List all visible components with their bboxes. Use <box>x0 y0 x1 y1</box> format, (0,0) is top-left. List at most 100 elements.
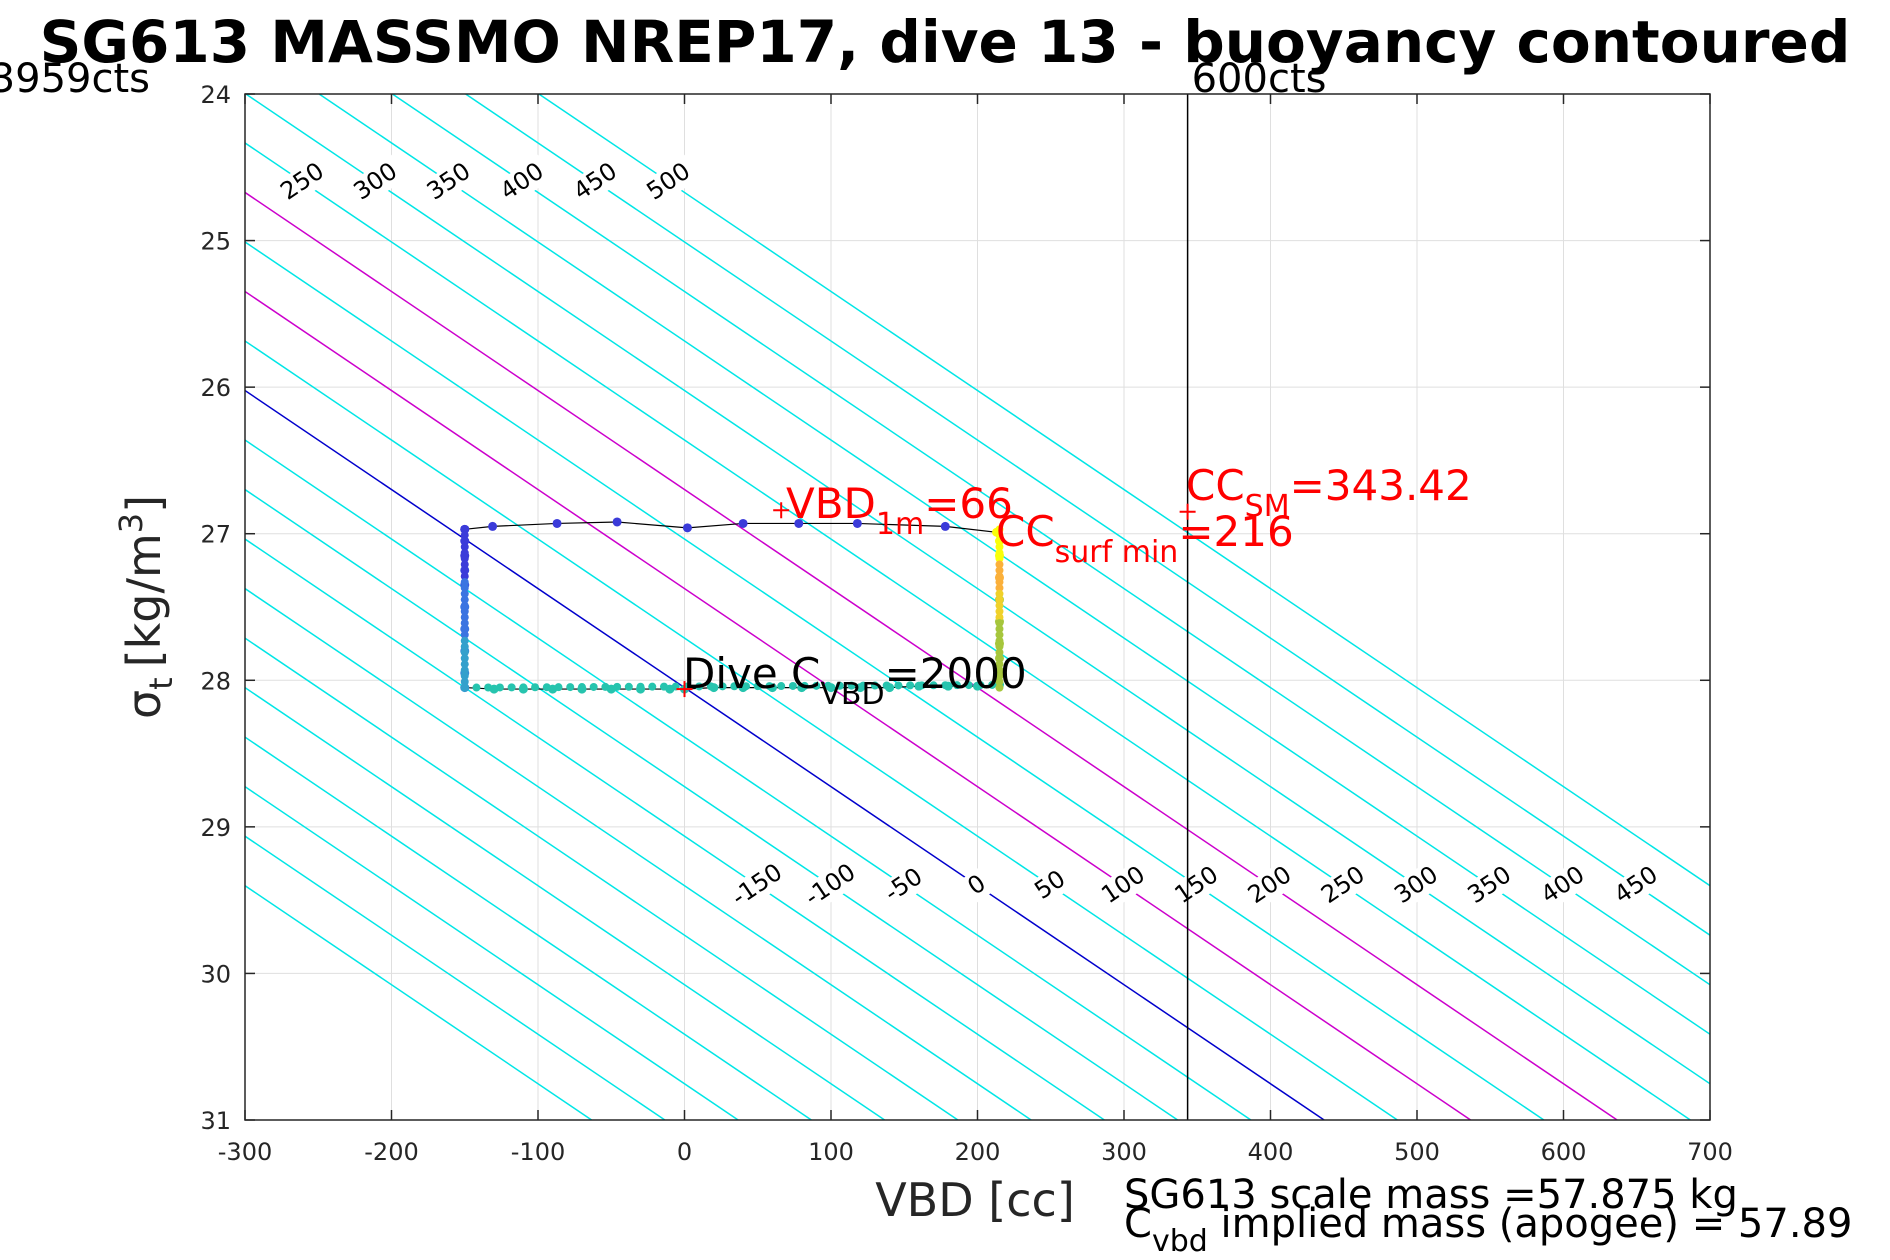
trajectory-point <box>995 619 1004 628</box>
buoyancy-contours <box>245 94 1710 1120</box>
y-label-subscript: t <box>142 677 180 690</box>
contour-line <box>245 736 812 1120</box>
trajectory-point <box>995 671 1004 680</box>
trajectory-point <box>460 560 469 569</box>
y-tick-label: 31 <box>200 1107 231 1135</box>
x-tick-label: 0 <box>677 1138 692 1166</box>
trajectory-point <box>636 682 645 691</box>
trajectory-point <box>906 681 915 690</box>
x-tick-label: 400 <box>1248 1138 1294 1166</box>
contour-label: -150 <box>726 858 787 912</box>
trajectory-point <box>940 521 950 531</box>
y-tick-label: 27 <box>200 521 231 549</box>
trajectory-point <box>648 682 657 691</box>
contour-line <box>245 785 739 1120</box>
contour-label-bg <box>271 154 334 210</box>
trajectory-point <box>765 682 774 691</box>
trajectory-point <box>730 682 739 691</box>
trajectory-point <box>460 683 469 692</box>
contour-line <box>245 884 593 1120</box>
contour-label-bg <box>637 154 701 210</box>
x-tick-label: 100 <box>808 1138 854 1166</box>
y-axis-label: σt [kg/m3] <box>112 495 180 719</box>
contour-line <box>245 241 1545 1120</box>
trajectory-point <box>542 683 551 692</box>
axes <box>244 93 1711 1121</box>
contour-line <box>465 94 1710 937</box>
y-label-unit: [kg/m <box>117 533 171 667</box>
trajectory-point <box>738 518 748 528</box>
trajectory-point <box>624 682 633 691</box>
trajectory-point <box>995 589 1004 598</box>
trajectory-point <box>460 660 469 669</box>
y-tick-labels: 24 25 26 27 28 29 30 31 <box>200 81 231 1135</box>
trajectory-point <box>995 595 1004 604</box>
trajectory-point <box>552 518 562 528</box>
contour-label-bg <box>946 858 1009 913</box>
x-tick-label: 300 <box>1101 1138 1147 1166</box>
trajectory-point <box>995 666 1004 675</box>
trajectory-point <box>929 681 938 690</box>
trajectory-point <box>460 677 469 686</box>
trajectory-point <box>995 624 1004 633</box>
x-axis-label: VBD [cc] <box>875 1173 1075 1227</box>
annotation-vbd-1m: VBD1m=66 <box>786 479 1013 542</box>
contour-line <box>538 94 1710 887</box>
x-tick-label: 200 <box>955 1138 1001 1166</box>
x-tick-label: 500 <box>1394 1138 1440 1166</box>
y-tick-label: 29 <box>200 814 231 842</box>
footer-scale-mass: SG613 scale mass =57.875 kg <box>1124 1172 1738 1218</box>
trajectory-point <box>531 683 540 692</box>
y-tick-label: 25 <box>200 228 231 256</box>
trajectory-point <box>460 671 469 680</box>
contour-label-bg <box>1239 858 1302 913</box>
trajectory-point <box>847 681 856 690</box>
contour-label-bg <box>1385 858 1448 913</box>
trajectory-point <box>995 566 1004 575</box>
trajectory-point <box>870 681 879 690</box>
trajectory-point <box>995 654 1004 663</box>
trajectory-point <box>788 681 797 690</box>
trajectory-point <box>835 681 844 690</box>
trajectory-point <box>964 681 973 690</box>
trajectory-point <box>995 525 1004 534</box>
trajectory-point <box>682 523 692 533</box>
contour-line <box>245 488 1179 1120</box>
trajectory-point <box>460 619 469 628</box>
trajectory-point <box>460 613 469 622</box>
trajectory-point <box>777 682 786 691</box>
contour-line <box>245 835 666 1120</box>
contour-label-bg <box>799 858 862 913</box>
trajectory-point <box>995 648 1004 657</box>
contour-label-bg <box>1019 858 1082 913</box>
contour-line <box>245 389 1325 1120</box>
trajectory-point <box>460 566 469 575</box>
contour-label: -100 <box>800 858 861 912</box>
contour-label-bg <box>872 858 935 913</box>
trajectory-point <box>852 518 862 528</box>
y-tick-label: 26 <box>200 374 231 402</box>
contour-line <box>245 439 1252 1120</box>
x-tick-label: 600 <box>1541 1138 1587 1166</box>
trajectory-point <box>460 537 469 546</box>
trajectory-point <box>995 660 1004 669</box>
chart-title: SG613 MASSMO NREP17, dive 13 - buoyancy … <box>40 8 1851 76</box>
left-corner-label: 3959cts <box>0 56 150 102</box>
trajectory-point <box>995 560 1004 569</box>
contour-label-bg <box>1312 858 1375 913</box>
trajectory-point <box>995 630 1004 639</box>
trajectory-point <box>460 531 469 540</box>
trajectory-point <box>507 683 516 692</box>
contour-line <box>245 191 1618 1120</box>
trajectory-point <box>460 554 469 563</box>
footer-implied-mass: Cvbd implied mass (apogee) = 57.89 <box>1124 1201 1852 1259</box>
trajectory-point <box>460 607 469 616</box>
y-label-end: ] <box>117 495 171 513</box>
trajectory-point <box>995 583 1004 592</box>
trajectory-point <box>995 572 1004 581</box>
trajectory-point <box>460 648 469 657</box>
trajectory-point <box>742 682 751 691</box>
trajectory-point <box>695 682 704 691</box>
contour-label-bg <box>1165 858 1228 913</box>
